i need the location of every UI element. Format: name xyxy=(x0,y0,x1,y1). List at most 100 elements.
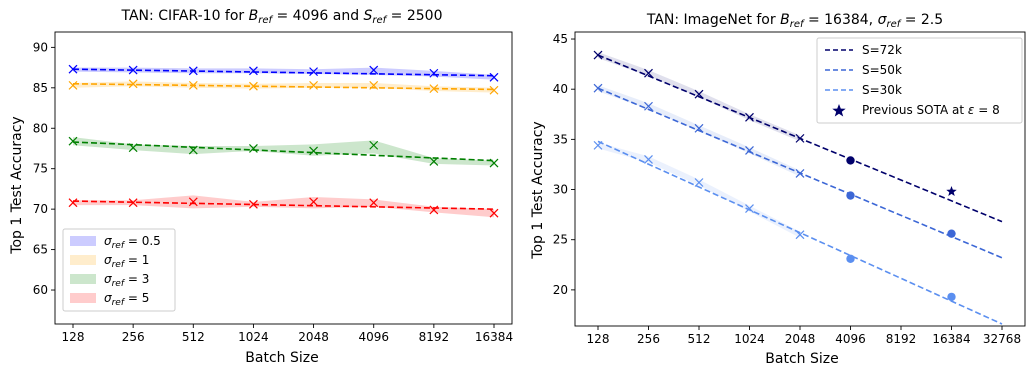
x-marker-stroke xyxy=(369,140,379,150)
x-marker-stroke xyxy=(745,112,754,122)
series xyxy=(597,140,1003,325)
x-axis-label: Batch Size xyxy=(765,351,838,367)
y-axis-label: Top 1 Test Accuracy xyxy=(530,121,546,259)
x-marker xyxy=(68,80,78,90)
x-marker-stroke xyxy=(593,83,603,93)
y-axis: 60 65 70 75 80 85 90 xyxy=(33,40,55,297)
x-marker-stroke xyxy=(694,89,704,99)
x-marker xyxy=(429,68,439,78)
x-tick-label: 256 xyxy=(122,330,145,344)
x-marker-stroke xyxy=(369,65,379,75)
x-marker xyxy=(249,66,258,76)
y-tick-label: 90 xyxy=(33,40,48,54)
x-marker xyxy=(188,66,198,76)
x-marker xyxy=(593,83,603,93)
x-marker xyxy=(694,89,704,99)
x-marker xyxy=(644,68,653,78)
x-marker-stroke xyxy=(489,85,499,95)
x-marker-stroke xyxy=(694,123,704,133)
series xyxy=(72,67,495,80)
axes-frame xyxy=(54,31,513,325)
plot-area xyxy=(54,31,513,325)
x-marker xyxy=(593,50,603,60)
x-marker xyxy=(128,143,138,153)
x-marker xyxy=(745,204,754,214)
x-marker-stroke xyxy=(128,198,138,208)
legend-label: σref = 1 xyxy=(104,253,149,270)
x-marker xyxy=(369,140,379,150)
x-marker-stroke xyxy=(694,178,704,187)
x-marker-stroke xyxy=(429,205,439,215)
x-marker xyxy=(429,205,439,215)
x-tick-label: 256 xyxy=(637,332,660,346)
legend-swatch xyxy=(70,236,96,246)
y-tick-label: 45 xyxy=(553,32,568,46)
x-marker-stroke xyxy=(68,80,78,90)
y-tick-label: 70 xyxy=(33,202,48,216)
x-marker-stroke xyxy=(593,140,603,150)
legend-label: S=50k xyxy=(862,63,902,77)
x-tick-label: 8192 xyxy=(419,330,450,344)
y-tick-label: 65 xyxy=(33,243,48,257)
x-marker xyxy=(309,197,318,207)
legend-frame xyxy=(816,37,1023,124)
x-marker-stroke xyxy=(68,136,78,146)
x-marker-stroke xyxy=(188,197,198,207)
x-marker xyxy=(188,197,198,207)
x-marker-stroke xyxy=(795,133,805,143)
x-marker-stroke xyxy=(249,144,258,153)
x-marker xyxy=(644,155,653,164)
x-marker-stroke xyxy=(745,145,754,155)
y-tick-label: 75 xyxy=(33,162,48,176)
x-axis-label: Batch Size xyxy=(245,350,318,366)
x-marker xyxy=(188,80,198,90)
chart-title: TAN: ImageNet for Bref = 16384, σref = 2… xyxy=(646,12,943,30)
x-marker xyxy=(249,81,258,91)
x-marker xyxy=(593,140,603,150)
x-tick-label: 32768 xyxy=(983,332,1021,346)
predicted-point xyxy=(846,254,855,263)
x-marker-stroke xyxy=(249,81,258,91)
x-tick-label: 4096 xyxy=(358,330,389,344)
x-marker-stroke xyxy=(429,156,439,166)
x-marker-stroke xyxy=(309,146,318,156)
x-marker-stroke xyxy=(68,198,78,208)
x-marker-stroke xyxy=(188,145,198,155)
x-marker xyxy=(309,80,318,90)
x-marker-stroke xyxy=(249,66,258,76)
x-tick-label: 1024 xyxy=(734,332,765,346)
legend-swatch xyxy=(70,274,96,284)
x-marker xyxy=(489,208,499,218)
legend-frame xyxy=(62,228,176,312)
sota-star-marker xyxy=(946,186,957,196)
x-marker xyxy=(694,123,704,133)
x-marker xyxy=(489,158,499,168)
x-marker xyxy=(128,198,138,208)
x-marker xyxy=(745,145,754,155)
y-tick-label: 30 xyxy=(553,183,568,197)
x-marker xyxy=(429,156,439,166)
x-tick-label: 4096 xyxy=(835,332,866,346)
x-marker-stroke xyxy=(369,80,379,90)
x-marker xyxy=(644,101,653,111)
predicted-point xyxy=(947,229,956,238)
x-marker xyxy=(369,80,379,90)
x-tick-label: 128 xyxy=(62,330,85,344)
x-marker-stroke xyxy=(429,68,439,78)
x-marker xyxy=(309,146,318,156)
x-marker-stroke xyxy=(745,204,754,214)
x-marker-stroke xyxy=(249,199,258,209)
x-tick-label: 512 xyxy=(688,332,711,346)
x-marker-stroke xyxy=(369,198,379,208)
confidence-band xyxy=(73,195,494,218)
x-marker-stroke xyxy=(188,80,198,90)
y-tick-label: 85 xyxy=(33,81,48,95)
x-marker-stroke xyxy=(128,79,138,89)
predicted-point xyxy=(846,191,855,200)
series xyxy=(72,137,495,166)
x-marker-stroke xyxy=(489,72,499,82)
x-marker-stroke xyxy=(795,230,805,240)
x-marker-stroke xyxy=(68,64,78,74)
x-marker xyxy=(489,72,499,82)
y-axis: 20 25 30 35 40 45 xyxy=(553,32,575,297)
